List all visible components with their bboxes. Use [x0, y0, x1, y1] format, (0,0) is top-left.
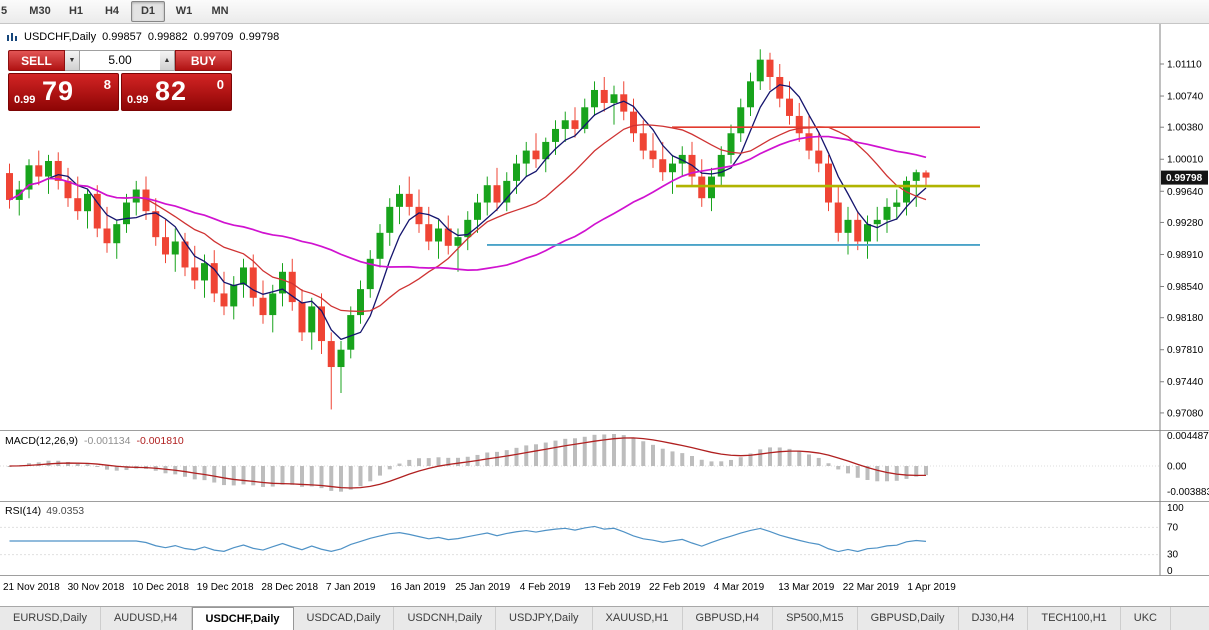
macd-signal-line: [9, 437, 927, 489]
chart-tab-xauusd-h1[interactable]: XAUUSD,H1: [593, 607, 683, 630]
chart-tab-usdjpy-daily[interactable]: USDJPY,Daily: [496, 607, 593, 630]
chart-window: 1.01110 1.00740 1.00380 1.00010 0.99640 0.992…: [0, 24, 1209, 606]
macd-panel: MACD(12,26,9) -0.001134 -0.001810 0.004487 0…: [0, 431, 1209, 498]
svg-text:70: 70: [1167, 523, 1179, 534]
svg-text:7 Jan 2019: 7 Jan 2019: [326, 582, 376, 593]
svg-text:0: 0: [1167, 566, 1173, 577]
sell-button[interactable]: SELL: [8, 50, 65, 71]
svg-text:1.00740: 1.00740: [1167, 92, 1204, 103]
ask-pip-digit: 0: [216, 77, 224, 92]
svg-text:1.00010: 1.00010: [1167, 155, 1204, 166]
chart-header: USDCHF,Daily 0.99857 0.99882 0.99709 0.9…: [6, 31, 279, 43]
svg-text:16 Jan 2019: 16 Jan 2019: [391, 582, 446, 593]
moving-average-34: [9, 135, 927, 271]
svg-text:30: 30: [1167, 550, 1179, 561]
svg-text:0.97810: 0.97810: [1167, 345, 1204, 356]
svg-text:-0.003883: -0.003883: [1167, 487, 1209, 498]
svg-text:0.97440: 0.97440: [1167, 377, 1204, 388]
timeframe-button-h4[interactable]: H4: [104, 5, 120, 17]
svg-text:0.004487: 0.004487: [1167, 431, 1209, 442]
timeframe-toolbar: 5 M30 H1 H4 D1 W1 MN: [0, 0, 1209, 24]
lot-increase-button[interactable]: ▲: [160, 50, 175, 71]
lot-size-field[interactable]: 5.00: [80, 50, 160, 71]
svg-text:10 Dec 2018: 10 Dec 2018: [132, 582, 189, 593]
chart-tab-usdchf-daily[interactable]: USDCHF,Daily: [191, 607, 294, 630]
lot-decrease-button[interactable]: ▼: [65, 50, 80, 71]
chart-symbol-label: USDCHF,Daily: [24, 31, 97, 43]
svg-text:4 Feb 2019: 4 Feb 2019: [520, 582, 571, 593]
timeframe-button-d1[interactable]: D1: [131, 1, 165, 22]
one-click-trading-panel: SELL ▼ 5.00 ▲ BUY 0.99 79 8 0.99 82 0: [8, 50, 232, 111]
sell-price-tile[interactable]: 0.99 79 8: [8, 73, 119, 111]
chart-tab-audusd-h4[interactable]: AUDUSD,H4: [101, 607, 192, 630]
svg-text:22 Feb 2019: 22 Feb 2019: [649, 582, 706, 593]
moving-average-5: [9, 84, 927, 341]
chart-icon: [6, 31, 18, 43]
ohlc-low: 0.99709: [193, 31, 234, 43]
svg-text:13 Mar 2019: 13 Mar 2019: [778, 582, 835, 593]
ohlc-close: 0.99798: [239, 31, 280, 43]
chart-tab-gbpusd-daily[interactable]: GBPUSD,Daily: [858, 607, 959, 630]
bid-pip-digit: 8: [103, 77, 111, 92]
buy-button[interactable]: BUY: [175, 50, 232, 71]
chart-tab-sp500-m15[interactable]: SP500,M15: [773, 607, 858, 630]
svg-text:19 Dec 2018: 19 Dec 2018: [197, 582, 254, 593]
chart-tab-tech100-h1[interactable]: TECH100,H1: [1028, 607, 1121, 630]
svg-text:0.97080: 0.97080: [1167, 408, 1204, 419]
chart-tab-dj30-h4[interactable]: DJ30,H4: [959, 607, 1029, 630]
date-axis[interactable]: 21 Nov 2018 30 Nov 2018 10 Dec 2018 19 Dec …: [3, 582, 956, 593]
ohlc-high: 0.99882: [147, 31, 188, 43]
chart-tab-usdcad-daily[interactable]: USDCAD,Daily: [294, 607, 395, 630]
svg-text:1.00380: 1.00380: [1167, 123, 1204, 134]
svg-text:0.00: 0.00: [1167, 462, 1187, 473]
svg-text:0.99798: 0.99798: [1166, 173, 1203, 184]
ohlc-open: 0.99857: [102, 31, 142, 43]
chart-tab-ukc[interactable]: UKC: [1121, 607, 1171, 630]
svg-text:0.99280: 0.99280: [1167, 218, 1204, 229]
svg-text:21 Nov 2018: 21 Nov 2018: [3, 582, 60, 593]
chart-tab-gbpusd-h4[interactable]: GBPUSD,H4: [683, 607, 774, 630]
price-chart-canvas[interactable]: 1.011101.007401.003801.000100.996400.992…: [0, 24, 1209, 606]
candlesticks: [6, 49, 930, 410]
svg-text:0.98540: 0.98540: [1167, 282, 1204, 293]
svg-text:22 Mar 2019: 22 Mar 2019: [843, 582, 900, 593]
chart-tab-eurusd-daily[interactable]: EURUSD,Daily: [0, 607, 101, 630]
timeframe-button-h1[interactable]: H1: [68, 5, 84, 17]
timeframe-button-m30[interactable]: M30: [29, 5, 51, 17]
rsi-label: RSI(14) 49.0353: [5, 505, 84, 517]
ask-prefix: 0.99: [127, 94, 149, 106]
timeframe-button-w1[interactable]: W1: [175, 5, 193, 17]
svg-text:0.99640: 0.99640: [1167, 187, 1204, 198]
svg-text:4 Mar 2019: 4 Mar 2019: [714, 582, 765, 593]
rsi-panel: RSI(14) 49.0353 100 70 30 0: [0, 503, 1184, 577]
timeframe-button-5[interactable]: 5: [0, 5, 8, 17]
timeframe-button-mn[interactable]: MN: [211, 5, 229, 17]
rsi-line: [9, 525, 927, 553]
svg-text:25 Jan 2019: 25 Jan 2019: [455, 582, 510, 593]
svg-text:0.98910: 0.98910: [1167, 250, 1204, 261]
chart-tab-usdcnh-daily[interactable]: USDCNH,Daily: [394, 607, 497, 630]
price-axis[interactable]: 1.01110 1.00740 1.00380 1.00010 0.99640 0.992…: [1160, 60, 1208, 420]
chart-tabs: EURUSD,Daily AUDUSD,H4 USDCHF,Daily USDCAD,…: [0, 606, 1209, 630]
ask-main-digits: 82: [155, 76, 188, 106]
svg-text:13 Feb 2019: 13 Feb 2019: [584, 582, 641, 593]
current-price-tag: [1161, 170, 1208, 185]
bid-main-digits: 79: [42, 76, 75, 106]
svg-text:30 Nov 2018: 30 Nov 2018: [68, 582, 125, 593]
svg-text:1.01110: 1.01110: [1167, 60, 1202, 71]
svg-text:28 Dec 2018: 28 Dec 2018: [261, 582, 318, 593]
buy-price-tile[interactable]: 0.99 82 0: [121, 73, 232, 111]
macd-label: MACD(12,26,9) -0.001134 -0.001810: [5, 435, 184, 447]
moving-average-13: [9, 123, 927, 313]
bid-prefix: 0.99: [14, 94, 36, 106]
svg-text:0.98180: 0.98180: [1167, 313, 1204, 324]
svg-text:1 Apr 2019: 1 Apr 2019: [907, 582, 956, 593]
svg-text:100: 100: [1167, 503, 1184, 514]
